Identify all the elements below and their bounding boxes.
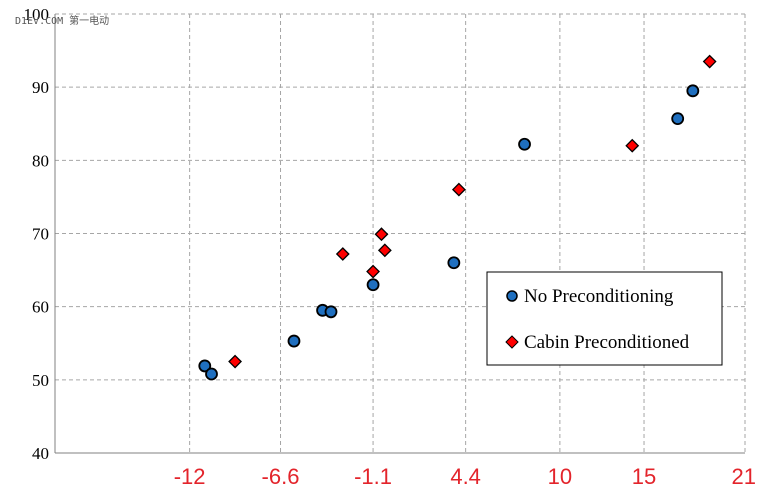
legend-box <box>486 271 723 366</box>
y-tick-label: 100 <box>24 5 50 24</box>
data-point-cabin-preconditioned <box>335 247 350 261</box>
data-point-no-preconditioning <box>518 137 531 151</box>
y-tick-label: 40 <box>32 444 49 463</box>
legend-label-cabin-preconditioned: Cabin Preconditioned <box>524 332 690 353</box>
data-point-cabin-preconditioned <box>366 264 380 279</box>
y-tick-label: 80 <box>32 151 49 170</box>
data-points <box>198 54 717 381</box>
legend: No Preconditioning Cabin Preconditioned <box>486 271 723 366</box>
data-point-no-preconditioning <box>686 84 700 98</box>
y-tick-label: 60 <box>32 298 49 317</box>
watermark-text: D1EV.COM 第一电动 <box>15 14 109 27</box>
data-point-no-preconditioning <box>366 278 380 292</box>
x-tick-labels: -12 -6.6 -1.1 4.4 10 15 21 <box>174 464 756 489</box>
data-point-cabin-preconditioned <box>451 182 466 197</box>
x-tick-label: -6.6 <box>262 464 300 489</box>
data-point-cabin-preconditioned <box>702 54 717 69</box>
x-tick-label: -1.1 <box>354 464 392 489</box>
data-point-cabin-preconditioned <box>625 138 640 153</box>
y-tick-label: 90 <box>32 78 49 97</box>
data-point-cabin-preconditioned <box>377 243 392 258</box>
data-point-cabin-preconditioned <box>374 227 389 242</box>
data-point-no-preconditioning <box>324 305 338 319</box>
data-point-no-preconditioning <box>671 112 685 126</box>
data-point-no-preconditioning <box>198 359 212 373</box>
x-tick-label: 15 <box>632 464 656 489</box>
data-point-no-preconditioning <box>447 256 461 270</box>
data-point-no-preconditioning <box>287 334 301 348</box>
data-point-cabin-preconditioned <box>228 354 242 369</box>
legend-diamond-marker <box>505 335 519 349</box>
x-tick-label: 21 <box>732 464 756 489</box>
data-point-no-preconditioning <box>205 367 218 381</box>
x-tick-label: 4.4 <box>450 464 481 489</box>
x-tick-label: -12 <box>174 464 206 489</box>
y-tick-label: 50 <box>32 371 49 390</box>
y-tick-label: 70 <box>32 225 49 244</box>
grid-lines <box>55 13 746 453</box>
x-tick-label: 10 <box>548 464 572 489</box>
axes <box>54 14 745 454</box>
legend-label-no-preconditioning: No Preconditioning <box>524 286 674 307</box>
legend-circle-marker <box>506 290 518 302</box>
y-tick-labels: 40 50 60 70 80 90 100 <box>24 5 50 463</box>
